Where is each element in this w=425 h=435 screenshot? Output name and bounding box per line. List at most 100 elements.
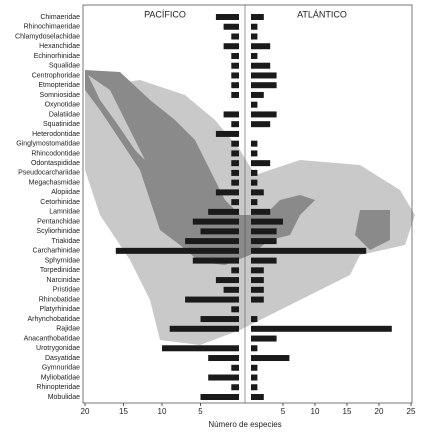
bar [231, 82, 239, 89]
bar [223, 111, 239, 118]
category-label: Hexanchidae [39, 43, 80, 50]
bar [192, 218, 239, 225]
bar [251, 23, 258, 30]
bar [251, 169, 258, 176]
category-label: Oxynotidae [45, 102, 81, 109]
category-label: Torpedinidae [40, 267, 80, 274]
bar [251, 33, 258, 40]
bar [231, 179, 239, 186]
bar [208, 374, 239, 381]
bar [231, 384, 239, 391]
category-label: Narcinidae [47, 277, 81, 284]
bar [251, 121, 271, 128]
bar [251, 160, 271, 167]
x-tick-label: 10 [311, 407, 320, 416]
bar [223, 43, 239, 50]
category-label: Arhynchobatidae [27, 316, 80, 323]
bar [251, 384, 258, 391]
category-label: Squatinidae [43, 121, 80, 128]
category-label: Lamnidae [49, 209, 80, 216]
bar [251, 208, 271, 215]
x-tick-label: 10 [158, 407, 167, 416]
bar [251, 394, 264, 400]
category-label: Ginglymostomatidae [16, 141, 80, 148]
bar [251, 189, 264, 196]
bar [185, 238, 239, 245]
category-label: Mobulidae [48, 394, 80, 401]
category-label: Gymnuridae [42, 365, 80, 372]
series-title: PACÍFICO [144, 9, 186, 19]
bar [251, 82, 277, 89]
category-label: Scyliorhinidae [36, 228, 80, 235]
category-label: Heterodontidae [32, 131, 80, 138]
bar [251, 247, 367, 254]
bar [251, 238, 277, 245]
category-label: Pristidae [53, 287, 80, 294]
x-tick-label: 5 [281, 407, 286, 416]
x-tick-label: 15 [119, 407, 128, 416]
bar [251, 43, 271, 50]
bar [162, 345, 239, 352]
bar [231, 267, 239, 274]
bar [231, 33, 239, 40]
bar [251, 277, 264, 284]
category-label: Squalidae [49, 63, 80, 70]
x-tick-label: 5 [198, 407, 203, 416]
bar [251, 267, 264, 274]
category-label: Rajidae [56, 326, 80, 333]
land [85, 70, 315, 265]
category-label: Triakidae [51, 238, 80, 245]
category-label: Megachasmidae [29, 179, 80, 186]
bar [251, 179, 258, 186]
category-label: Odontaspididae [31, 160, 80, 167]
plot-frame [82, 4, 413, 404]
bar [231, 72, 239, 79]
bar [215, 14, 239, 20]
bar [251, 150, 258, 157]
category-label: Urotrygonidae [36, 345, 80, 352]
bar [200, 228, 239, 235]
bar [231, 169, 239, 176]
bar [251, 199, 258, 206]
bar [251, 72, 277, 79]
category-label: Chlamydoselachidae [15, 33, 80, 40]
x-axis-label: Número de especies [208, 420, 281, 429]
bar [251, 14, 264, 20]
bar [251, 355, 290, 362]
bar [192, 257, 239, 264]
category-label: Anacanthobatidae [24, 335, 81, 342]
bar [251, 325, 392, 332]
peninsula [355, 210, 390, 250]
x-tick-label: 15 [343, 407, 352, 416]
bar [231, 52, 239, 59]
bar [251, 257, 277, 264]
bar [169, 325, 239, 332]
bar [231, 160, 239, 167]
category-label: Somniosidae [40, 92, 81, 99]
x-tick-label: 25 [407, 407, 416, 416]
bar [251, 91, 264, 98]
category-label: Rhinochimaeridae [24, 24, 81, 31]
bar [231, 91, 239, 98]
category-label: Echinorhinidae [34, 53, 80, 60]
bar [251, 286, 264, 293]
bar [208, 355, 239, 362]
bar [251, 364, 258, 371]
category-label: Pentanchidae [37, 218, 80, 225]
bar [251, 140, 258, 147]
bar [251, 296, 264, 303]
bar [251, 374, 258, 381]
bar [215, 130, 239, 137]
bar [215, 189, 239, 196]
bar [231, 121, 239, 128]
bar [251, 316, 258, 323]
x-tick-label: 20 [81, 407, 90, 416]
category-label: Dalatiidae [49, 111, 80, 118]
bar [231, 150, 239, 157]
bar [251, 218, 283, 225]
bar [208, 208, 239, 215]
gulf [88, 75, 145, 160]
category-label: Centrophoridae [32, 72, 80, 79]
bar [215, 277, 239, 284]
category-label: Carcharhinidae [33, 248, 81, 255]
